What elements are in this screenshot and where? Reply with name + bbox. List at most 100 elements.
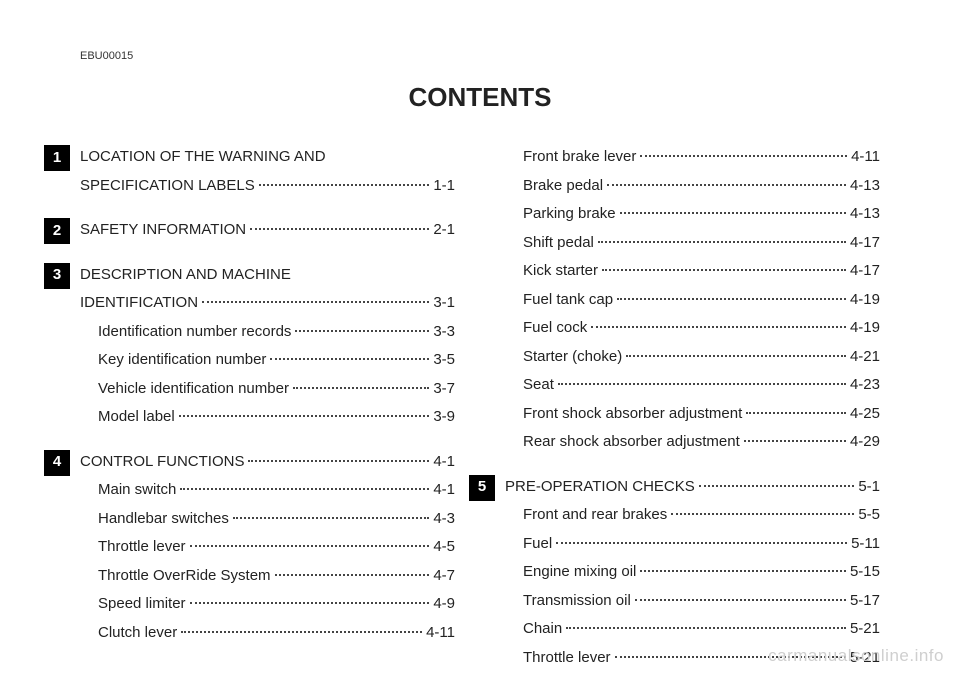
toc-label: Fuel tank cap	[523, 286, 613, 315]
toc-line: Identification number records3-3	[80, 318, 455, 347]
toc-dots	[248, 460, 429, 462]
toc-label: Handlebar switches	[98, 505, 229, 534]
toc-line: Key identification number3-5	[80, 346, 455, 375]
toc-line: Clutch lever4-11	[80, 619, 455, 648]
toc-dots	[598, 241, 846, 243]
toc-label: Shift pedal	[523, 229, 594, 258]
toc-label: Key identification number	[98, 346, 266, 375]
toc-label: Throttle lever	[98, 533, 186, 562]
toc-dots	[259, 184, 430, 186]
toc-line: SPECIFICATION LABELS 1-1	[80, 172, 455, 201]
toc-page: 4-23	[850, 371, 880, 400]
toc-label: Seat	[523, 371, 554, 400]
toc-line: Fuel 5-11	[505, 530, 880, 559]
toc-dots	[558, 383, 846, 385]
toc-dots	[556, 542, 847, 544]
toc-dots	[250, 228, 429, 230]
toc-line: Brake pedal4-13	[505, 172, 880, 201]
section-badge: 1	[44, 145, 70, 171]
toc-line: Front shock absorber adjustment4-25	[505, 400, 880, 429]
page: EBU00015 CONTENTS 1LOCATION OF THE WARNI…	[0, 0, 960, 688]
toc-page: 3-7	[433, 375, 455, 404]
toc-page: 4-11	[851, 143, 880, 172]
toc-label: Chain	[523, 615, 562, 644]
toc-line: SAFETY INFORMATION 2-1	[80, 216, 455, 245]
section-badge: 4	[44, 450, 70, 476]
toc-line: Throttle OverRide System4-7	[80, 562, 455, 591]
toc-dots	[179, 415, 430, 417]
toc-page: 4-9	[433, 590, 455, 619]
toc-line: Seat 4-23	[505, 371, 880, 400]
toc-line: IDENTIFICATION 3-1	[80, 289, 455, 318]
toc-page: 4-21	[850, 343, 880, 372]
toc-page: 4-29	[850, 428, 880, 457]
toc-line: Main switch4-1	[80, 476, 455, 505]
toc-dots	[626, 355, 846, 357]
toc-page: 4-11	[426, 619, 455, 648]
toc-page: 5-1	[858, 473, 880, 502]
section-badge: 2	[44, 218, 70, 244]
toc-line: Chain 5-21	[505, 615, 880, 644]
toc-label: Front and rear brakes	[523, 501, 667, 530]
toc-page: 3-9	[433, 403, 455, 432]
toc-dots	[566, 627, 846, 629]
toc-label: LOCATION OF THE WARNING AND	[80, 143, 326, 172]
toc-line: Fuel tank cap4-19	[505, 286, 880, 315]
toc-label: Throttle OverRide System	[98, 562, 271, 591]
toc-dots	[640, 155, 847, 157]
toc-line: Fuel cock4-19	[505, 314, 880, 343]
toc-page: 5-11	[851, 530, 880, 559]
toc-label: Main switch	[98, 476, 176, 505]
toc-dots	[270, 358, 429, 360]
toc-dots	[190, 602, 430, 604]
toc-page: 5-5	[858, 501, 880, 530]
toc-label: Throttle lever	[523, 644, 611, 673]
toc-page: 4-13	[850, 200, 880, 229]
toc-column: Front brake lever4-11Brake pedal4-13Park…	[505, 143, 880, 688]
toc-label: IDENTIFICATION	[80, 289, 198, 318]
toc-dots	[180, 488, 429, 490]
toc-label: Fuel	[523, 530, 552, 559]
toc-page: 2-1	[433, 216, 455, 245]
toc-line: Vehicle identification number 3-7	[80, 375, 455, 404]
toc-dots	[233, 517, 429, 519]
toc-dots	[699, 485, 855, 487]
toc-dots	[202, 301, 429, 303]
toc-dots	[607, 184, 846, 186]
toc-label: Vehicle identification number	[98, 375, 289, 404]
toc-line: Transmission oil5-17	[505, 587, 880, 616]
toc-label: Rear shock absorber adjustment	[523, 428, 740, 457]
toc-dots	[744, 440, 846, 442]
toc-section: 1LOCATION OF THE WARNING ANDSPECIFICATIO…	[80, 143, 455, 200]
toc-line: Speed limiter 4-9	[80, 590, 455, 619]
toc-dots	[635, 599, 846, 601]
toc-label: SAFETY INFORMATION	[80, 216, 246, 245]
page-title: CONTENTS	[80, 82, 880, 113]
toc-line: Front and rear brakes 5-5	[505, 501, 880, 530]
toc-line: CONTROL FUNCTIONS4-1	[80, 448, 455, 477]
toc-line: Front brake lever4-11	[505, 143, 880, 172]
toc-dots	[591, 326, 846, 328]
toc-label: Engine mixing oil	[523, 558, 636, 587]
toc-line: Engine mixing oil 5-15	[505, 558, 880, 587]
toc-line: Kick starter4-17	[505, 257, 880, 286]
toc-section: 2SAFETY INFORMATION2-1	[80, 216, 455, 245]
toc-page: 1-1	[433, 172, 455, 201]
toc-dots	[190, 545, 430, 547]
toc-page: 3-1	[433, 289, 455, 318]
toc-page: 5-15	[850, 558, 880, 587]
toc-section: 4CONTROL FUNCTIONS4-1Main switch4-1Handl…	[80, 448, 455, 648]
toc-line: Handlebar switches4-3	[80, 505, 455, 534]
doc-code: EBU00015	[80, 50, 880, 62]
toc-label: Speed limiter	[98, 590, 186, 619]
toc-dots	[640, 570, 846, 572]
toc-line: LOCATION OF THE WARNING AND	[80, 143, 455, 172]
toc-dots	[181, 631, 422, 633]
toc-label: Model label	[98, 403, 175, 432]
section-badge: 3	[44, 263, 70, 289]
toc-dots	[293, 387, 429, 389]
toc-label: Starter (choke)	[523, 343, 622, 372]
toc-label: SPECIFICATION LABELS	[80, 172, 255, 201]
toc-section: 3DESCRIPTION AND MACHINEIDENTIFICATION3-…	[80, 261, 455, 432]
toc-page: 5-21	[850, 615, 880, 644]
